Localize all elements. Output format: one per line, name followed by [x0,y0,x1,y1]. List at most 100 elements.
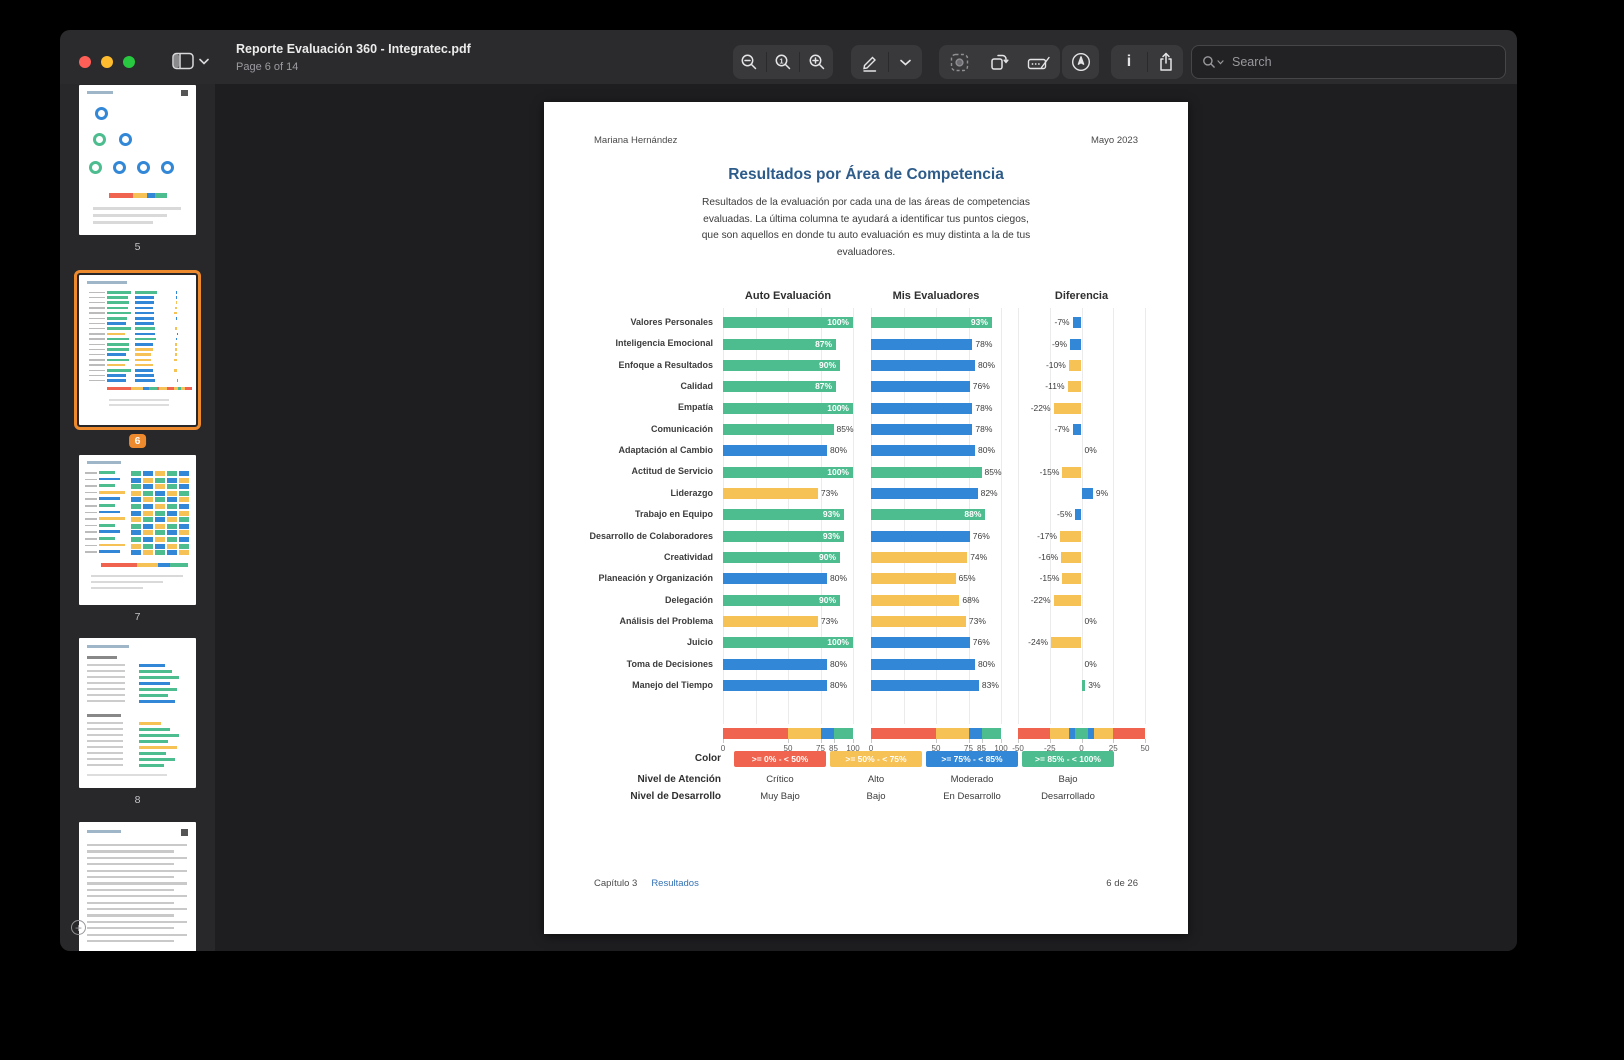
document-author: Mariana Hernández [594,135,678,146]
bar-value-label: 73% [820,616,838,627]
search-field[interactable] [1191,45,1506,79]
value-bar [723,680,827,692]
bar-value-label: 80% [830,680,848,691]
sidebar-icon [172,52,194,70]
competency-label: Delegación [664,594,713,605]
preview-window: Reporte Evaluación 360 - Integratec.pdf … [60,30,1517,951]
bar-value-label: 80% [830,445,848,456]
diff-bar [1067,381,1082,393]
legend-row-value: Muy Bajo [760,791,800,802]
search-input[interactable] [1230,54,1474,70]
rotate-icon[interactable] [979,45,1019,79]
info-icon[interactable]: i [1126,53,1132,70]
info-share-group: i [1111,45,1183,79]
zoom-out-button[interactable] [733,45,766,79]
legend-chip: >= 75% - < 85% [926,751,1018,767]
bar-value-label: 100% [827,402,849,413]
competency-label: Enfoque a Resultados [618,359,713,370]
value-bar [871,338,973,350]
page-thumbnail[interactable] [79,638,196,788]
minimize-window-button[interactable] [101,56,113,68]
value-bar [723,530,844,542]
competency-label: Liderazgo [670,487,713,498]
competency-label: Actitud de Servicio [631,466,713,477]
diff-value-label: -11% [1045,381,1065,392]
search-icon [1202,55,1224,69]
bar-value-label: 76% [972,637,990,648]
value-bar [871,530,970,542]
document-viewport: Mariana Hernández Mayo 2023 Resultados p… [215,84,1517,951]
diff-value-label: -7% [1054,317,1070,328]
page-thumbnail[interactable] [79,85,196,235]
diff-bar [1062,466,1082,478]
page-thumbnail[interactable] [74,270,201,430]
fill-and-sign-icon[interactable] [1019,45,1059,79]
sidebar-zoom-button[interactable]: + [71,920,86,935]
bar-value-label: 73% [820,487,838,498]
annotate-button[interactable] [1062,45,1099,79]
diff-bar [1062,573,1082,585]
bar-value-label: 74% [970,552,988,563]
value-bar [871,594,960,606]
footer-chapter: Capítulo 3 [594,878,638,889]
smart-selection-icon[interactable] [939,45,979,79]
bar-value-label: 65% [958,573,976,584]
footer-section-link[interactable]: Resultados [651,878,699,889]
markup-chevron-button[interactable] [889,45,922,79]
competency-label: Inteligencia Emocional [615,338,713,349]
thumbnail-page-number: 7 [134,611,141,623]
svg-text:1: 1 [779,56,783,65]
legend-row-value: Bajo [866,791,886,802]
zoom-actual-size-button[interactable]: 1 [767,45,800,79]
page-subtitle: Resultados de la evaluación por cada una… [701,197,1031,258]
legend-chip: >= 50% - < 75% [830,751,922,767]
diff-value-label: -15% [1039,466,1060,477]
sidebar-toggle-button[interactable] [172,49,214,73]
value-bar [723,658,827,670]
competency-label: Desarrollo de Colaboradores [589,530,713,541]
bar-value-label: 87% [815,338,833,349]
zoom-window-button[interactable] [123,56,135,68]
chevron-down-icon [199,58,209,65]
competency-label: Empatía [677,402,713,413]
value-bar [723,402,853,414]
value-bar [871,402,973,414]
value-bar [723,381,837,393]
value-bar [723,594,840,606]
zoom-in-button[interactable] [800,45,833,79]
edit-tools-group [939,45,1060,79]
thumbnail-page-number: 8 [134,794,141,806]
competency-label: Manejo del Tiempo [632,679,713,690]
close-window-button[interactable] [79,56,91,68]
value-bar [871,381,970,393]
document-date: Mayo 2023 [1090,135,1138,146]
diff-bar [1075,509,1082,521]
markup-pencil-button[interactable] [851,45,888,79]
bar-value-label: 85% [984,466,1002,477]
page-footer: Capítulo 3 Resultados 6 de 26 [594,878,1138,889]
bar-value-label: 83% [981,680,999,691]
bar-value-label: 76% [972,381,990,392]
diff-bar [1061,552,1082,564]
legend-row-value: En Desarrollo [943,791,1001,802]
bar-value-label: 93% [822,530,840,541]
bar-value-label: 80% [978,658,996,669]
page-status: Page 6 of 14 [236,61,299,73]
legend-row-value: Crítico [766,774,794,785]
page-thumbnail[interactable] [79,822,196,951]
legend-row-value: Moderado [950,774,994,785]
page-thumbnail[interactable] [79,455,196,605]
share-icon[interactable] [1148,45,1183,79]
bar-value-label: 100% [827,466,849,477]
bar-value-label: 76% [972,530,990,541]
competency-label: Análisis del Problema [619,615,713,626]
competency-label: Adaptación al Cambio [618,445,713,456]
diff-value-label: 0% [1084,616,1097,627]
competency-label: Comunicación [650,423,713,434]
bar-value-label: 90% [818,359,836,370]
legend-chip: >= 85% - < 100% [1022,751,1114,767]
diff-value-label: 0% [1084,445,1097,456]
chart-column-header: Diferencia [1054,290,1109,302]
value-bar [723,573,827,585]
legend-row-label: Nivel de Desarrollo [630,791,721,802]
